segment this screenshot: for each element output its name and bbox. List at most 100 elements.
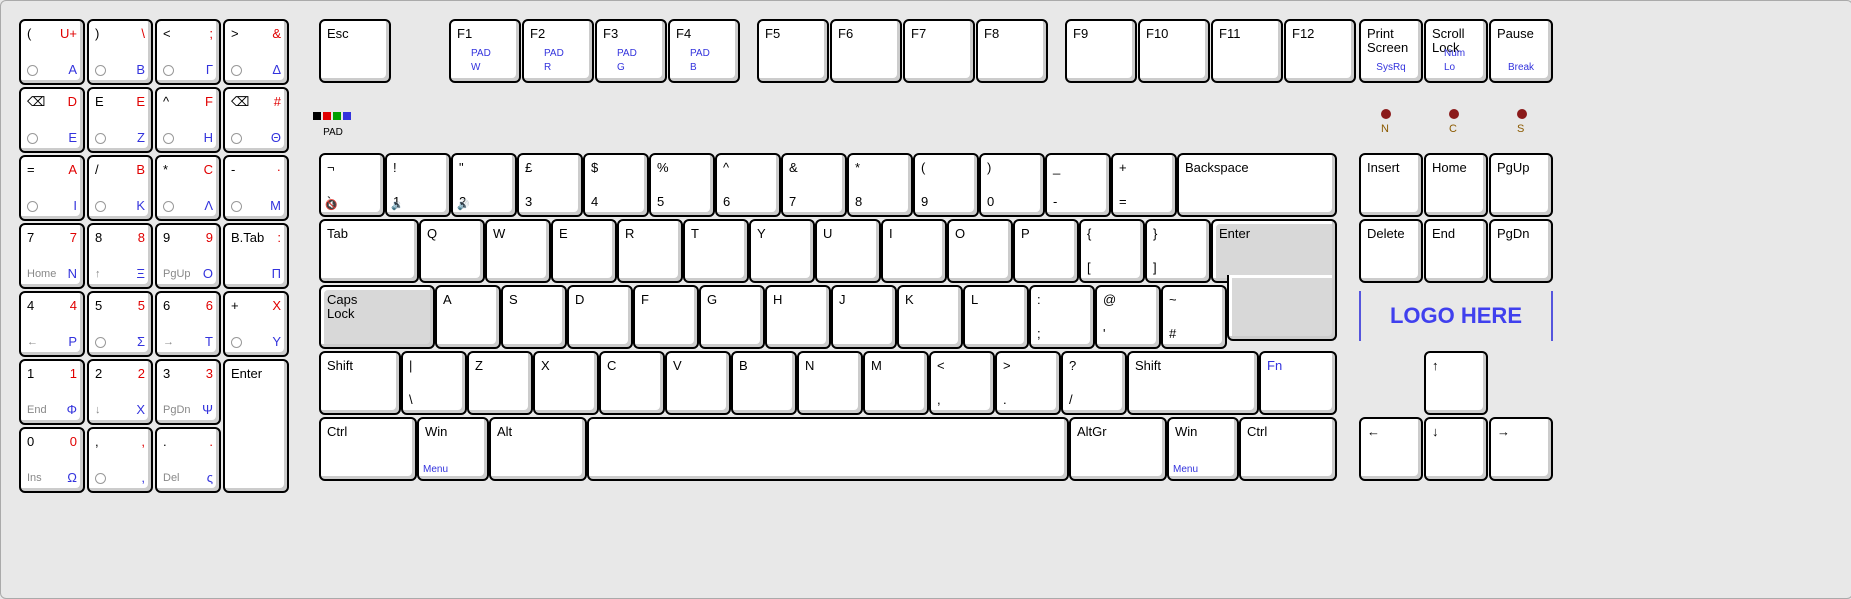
main-key[interactable]: AltGr xyxy=(1069,417,1167,481)
sys-key[interactable]: Print ScreenSysRq xyxy=(1359,19,1423,83)
nav-key-home[interactable]: Home xyxy=(1424,153,1488,217)
main-key[interactable]: $4 xyxy=(583,153,649,217)
numpad-key[interactable]: 77HomeΝ xyxy=(19,223,85,289)
main-key[interactable]: N xyxy=(797,351,863,415)
main-key[interactable]: £3 xyxy=(517,153,583,217)
numpad-key[interactable]: /BΚ xyxy=(87,155,153,221)
arrow-up-key[interactable]: ↑ xyxy=(1424,351,1488,415)
main-key[interactable]: Enter xyxy=(1211,219,1337,283)
main-key[interactable] xyxy=(587,417,1069,481)
main-key[interactable]: H xyxy=(765,285,831,349)
numpad-key[interactable]: ..Delς xyxy=(155,427,221,493)
main-key[interactable]: "2🔊 xyxy=(451,153,517,217)
main-key[interactable]: Ctrl xyxy=(1239,417,1337,481)
main-key[interactable]: WinMenu xyxy=(417,417,489,481)
main-key[interactable]: W xyxy=(485,219,551,283)
main-key[interactable]: *8 xyxy=(847,153,913,217)
nav-key-delete[interactable]: Delete xyxy=(1359,219,1423,283)
main-key[interactable]: ?/ xyxy=(1061,351,1127,415)
nav-key-pgdn[interactable]: PgDn xyxy=(1489,219,1553,283)
arrow-down-key[interactable]: ↓ xyxy=(1424,417,1488,481)
numpad-key[interactable]: +XΥ xyxy=(223,291,289,357)
main-key[interactable]: Backspace xyxy=(1177,153,1337,217)
main-key[interactable]: %5 xyxy=(649,153,715,217)
numpad-key[interactable]: ⌫DΕ xyxy=(19,87,85,153)
numpad-key[interactable]: ,,, xyxy=(87,427,153,493)
nav-key-insert[interactable]: Insert xyxy=(1359,153,1423,217)
fkey-F3[interactable]: F3PAD G xyxy=(595,19,667,83)
main-key[interactable]: Alt xyxy=(489,417,587,481)
numpad-key[interactable]: 44←Ρ xyxy=(19,291,85,357)
main-key[interactable]: !1🔉 xyxy=(385,153,451,217)
numpad-key[interactable]: ⌫#Θ xyxy=(223,87,289,153)
main-key[interactable]: K xyxy=(897,285,963,349)
main-key[interactable]: Z xyxy=(467,351,533,415)
main-key[interactable]: (9 xyxy=(913,153,979,217)
numpad-key[interactable]: 99PgUpΟ xyxy=(155,223,221,289)
numpad-key[interactable]: B.Tab:Π xyxy=(223,223,289,289)
numpad-key[interactable]: 55Σ xyxy=(87,291,153,357)
fkey-F8[interactable]: F8 xyxy=(976,19,1048,83)
main-key[interactable]: {[ xyxy=(1079,219,1145,283)
main-key[interactable]: X xyxy=(533,351,599,415)
fkey-F1[interactable]: F1PAD W xyxy=(449,19,521,83)
main-key[interactable]: A xyxy=(435,285,501,349)
numpad-key[interactable]: =AΙ xyxy=(19,155,85,221)
main-key[interactable]: R xyxy=(617,219,683,283)
main-key[interactable]: I xyxy=(881,219,947,283)
numpad-key[interactable]: ^FΗ xyxy=(155,87,221,153)
main-key[interactable]: _- xyxy=(1045,153,1111,217)
main-key[interactable]: F xyxy=(633,285,699,349)
numpad-key[interactable]: 22↓Χ xyxy=(87,359,153,425)
main-key[interactable]: Shift xyxy=(319,351,401,415)
main-key[interactable]: Caps Lock xyxy=(319,285,435,349)
fkey-F11[interactable]: F11 xyxy=(1211,19,1283,83)
numpad-key[interactable]: Enter xyxy=(223,359,289,493)
main-key[interactable]: S xyxy=(501,285,567,349)
sys-key[interactable]: Scroll LockNum Lo xyxy=(1424,19,1488,83)
main-key[interactable]: |\ xyxy=(401,351,467,415)
numpad-key[interactable]: -·Μ xyxy=(223,155,289,221)
numpad-key[interactable]: 88↑Ξ xyxy=(87,223,153,289)
numpad-key[interactable]: 66→Τ xyxy=(155,291,221,357)
esc-key[interactable]: Esc xyxy=(319,19,391,83)
main-key[interactable]: &7 xyxy=(781,153,847,217)
nav-key-pgup[interactable]: PgUp xyxy=(1489,153,1553,217)
main-key[interactable]: D xyxy=(567,285,633,349)
numpad-key[interactable]: EEΖ xyxy=(87,87,153,153)
fkey-F2[interactable]: F2PAD R xyxy=(522,19,594,83)
enter-key-lower[interactable] xyxy=(1227,275,1337,341)
fkey-F12[interactable]: F12 xyxy=(1284,19,1356,83)
main-key[interactable]: G xyxy=(699,285,765,349)
main-key[interactable]: Tab xyxy=(319,219,419,283)
main-key[interactable]: += xyxy=(1111,153,1177,217)
arrow-left-key[interactable]: ← xyxy=(1359,417,1423,481)
fkey-F4[interactable]: F4PAD B xyxy=(668,19,740,83)
main-key[interactable]: P xyxy=(1013,219,1079,283)
main-key[interactable]: @' xyxy=(1095,285,1161,349)
main-key[interactable]: T xyxy=(683,219,749,283)
main-key[interactable]: V xyxy=(665,351,731,415)
main-key[interactable]: E xyxy=(551,219,617,283)
main-key[interactable]: O xyxy=(947,219,1013,283)
numpad-key[interactable]: 00InsΩ xyxy=(19,427,85,493)
numpad-key[interactable]: (U+Α xyxy=(19,19,85,85)
main-key[interactable]: C xyxy=(599,351,665,415)
main-key[interactable]: Shift xyxy=(1127,351,1259,415)
main-key[interactable]: <, xyxy=(929,351,995,415)
fkey-F7[interactable]: F7 xyxy=(903,19,975,83)
numpad-key[interactable]: 11EndΦ xyxy=(19,359,85,425)
main-key[interactable]: Ctrl xyxy=(319,417,417,481)
numpad-key[interactable]: )\Β xyxy=(87,19,153,85)
main-key[interactable]: Fn xyxy=(1259,351,1337,415)
main-key[interactable]: ^6 xyxy=(715,153,781,217)
main-key[interactable]: )0 xyxy=(979,153,1045,217)
main-key[interactable]: B xyxy=(731,351,797,415)
numpad-key[interactable]: >&Δ xyxy=(223,19,289,85)
main-key[interactable]: J xyxy=(831,285,897,349)
numpad-key[interactable]: *CΛ xyxy=(155,155,221,221)
main-key[interactable]: Q xyxy=(419,219,485,283)
numpad-key[interactable]: 33PgDnΨ xyxy=(155,359,221,425)
main-key[interactable]: Y xyxy=(749,219,815,283)
main-key[interactable]: U xyxy=(815,219,881,283)
